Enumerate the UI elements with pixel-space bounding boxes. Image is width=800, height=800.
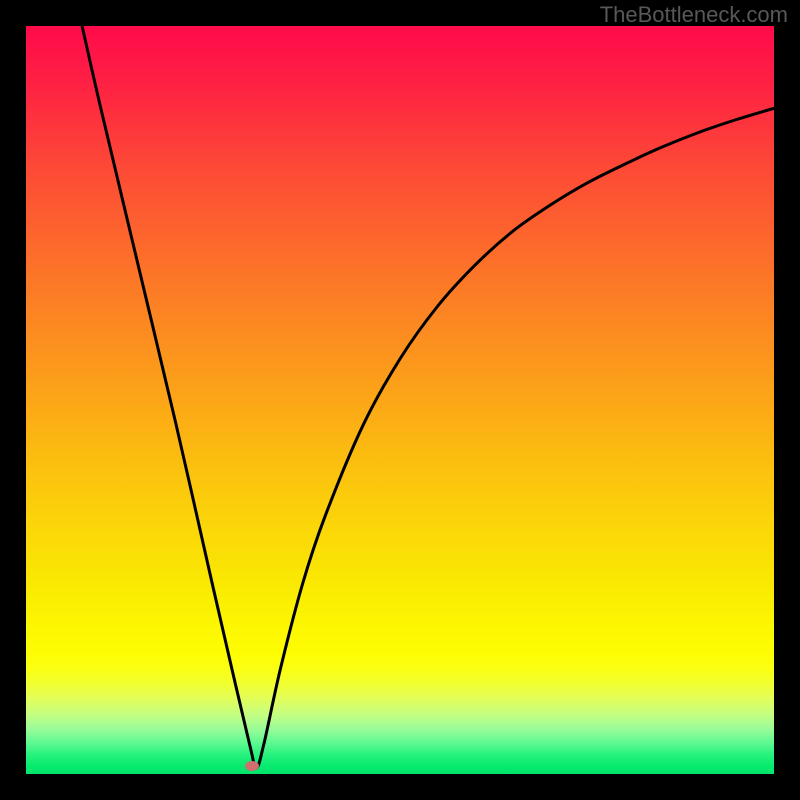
chart-stage: TheBottleneck.com: [0, 0, 800, 800]
valley-marker: [245, 761, 259, 771]
v-curve: [82, 26, 774, 768]
curve-layer: [26, 26, 774, 774]
plot-area: [26, 26, 774, 774]
watermark-text: TheBottleneck.com: [600, 2, 788, 28]
